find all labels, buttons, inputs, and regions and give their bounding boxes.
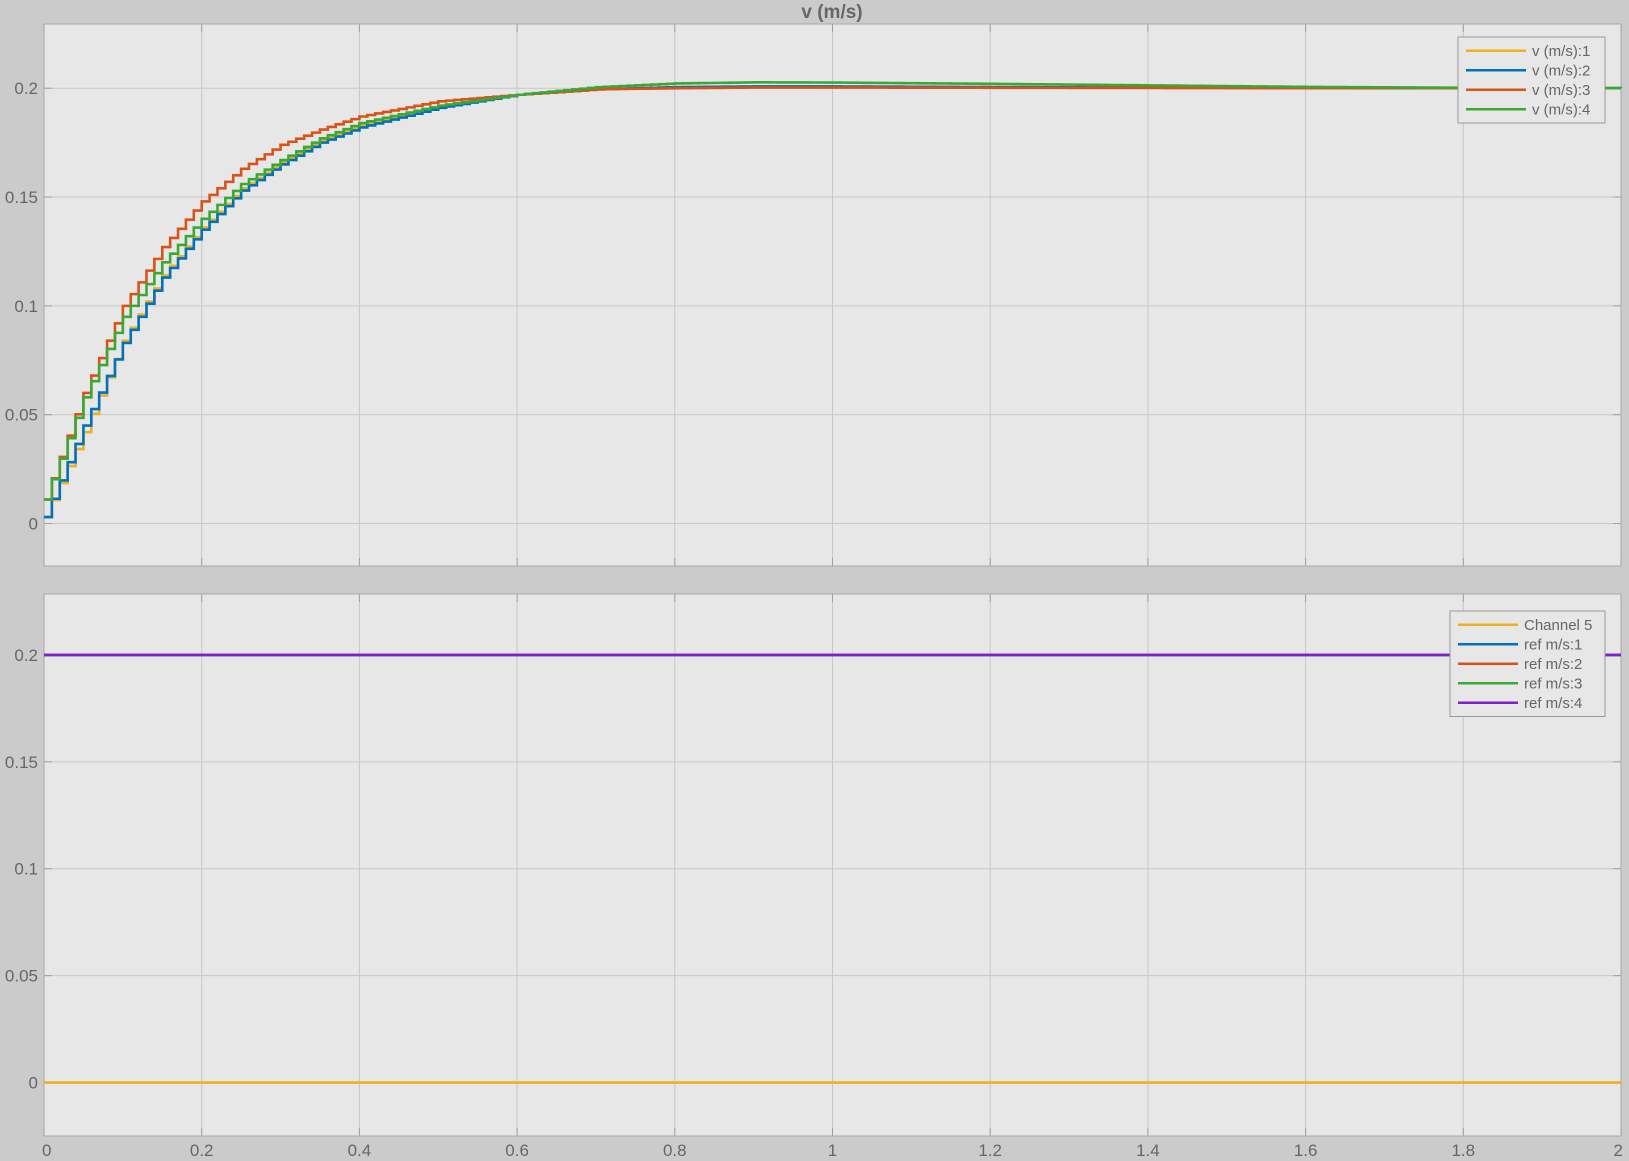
x-tick-label: 1.6 <box>1294 1141 1318 1160</box>
x-tick-label: 1.8 <box>1451 1141 1475 1160</box>
x-tick-label: 1 <box>828 1141 837 1160</box>
y-tick-label: 0 <box>29 515 38 534</box>
series-line-1-4 <box>44 81 1623 501</box>
legend-label: Channel 5 <box>1524 617 1592 634</box>
legend-label: ref m/s:1 <box>1524 636 1582 653</box>
x-tick-label: 1.4 <box>1136 1141 1160 1160</box>
y-tick-label: 0.15 <box>5 188 38 207</box>
x-tick-label: 0 <box>42 1141 51 1160</box>
y-tick-label: 0.05 <box>5 406 38 425</box>
y-tick-label: 0.2 <box>14 79 38 98</box>
axes-bottom[interactable]: 0 0.05 0.1 0.15 0.2 0 0.2 0.4 0.6 0.8 1 1.2 1.4 1.6 1.… <box>5 593 1623 1160</box>
y-tick-label: 0.2 <box>14 646 38 665</box>
x-tick-label: 2 <box>1614 1141 1623 1160</box>
axes-top[interactable]: 00.050.10.150.2v (m/s):1v (m/s):2v (m/s)… <box>5 23 1623 567</box>
legend-label: v (m/s):3 <box>1532 82 1590 99</box>
series-line-1-3 <box>44 86 1621 501</box>
x-tick-label: 0.4 <box>348 1141 372 1160</box>
legend-label: ref m/s:2 <box>1524 656 1582 673</box>
x-tick-label: 0.6 <box>505 1141 529 1160</box>
legend-label: ref m/s:4 <box>1524 695 1582 712</box>
y-tick-label: 0.1 <box>14 860 38 879</box>
y-tick-label: 0.05 <box>5 967 38 986</box>
legend-label: v (m/s):2 <box>1532 62 1590 79</box>
chart-title: v (m/s) <box>801 2 862 23</box>
x-tick-label: 0.8 <box>663 1141 687 1160</box>
legend[interactable]: v (m/s):1 v (m/s):2 v (m/s):3 v (m/s):4 <box>1457 36 1606 124</box>
y-tick-label: 0.1 <box>14 297 38 316</box>
x-tick-label: 0.2 <box>190 1141 214 1160</box>
legend-label: v (m/s):1 <box>1532 43 1590 60</box>
legend[interactable]: Channel 5 ref m/s:1 ref m/s:2 ref m/s:3 ref … <box>1449 610 1606 717</box>
y-tick-label: 0 <box>29 1074 38 1093</box>
x-tick-label: 1.2 <box>978 1141 1002 1160</box>
legend-label: ref m/s:3 <box>1524 675 1582 692</box>
y-tick-label: 0.15 <box>5 753 38 772</box>
legend-label: v (m/s):4 <box>1532 101 1590 118</box>
